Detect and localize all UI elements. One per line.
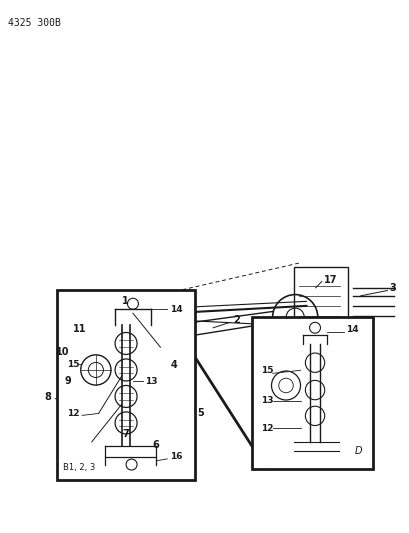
Text: 1: 1 (122, 296, 129, 306)
Text: 16: 16 (170, 453, 182, 462)
Text: 6: 6 (152, 440, 159, 450)
Text: 12: 12 (260, 424, 272, 432)
Bar (252, 317, 372, 469)
Text: 2: 2 (233, 315, 240, 325)
Text: 9: 9 (65, 376, 72, 386)
Text: 14: 14 (346, 325, 358, 334)
Text: D: D (354, 446, 362, 456)
Bar (294, 267, 347, 329)
Text: 15: 15 (67, 360, 79, 369)
Text: 17: 17 (323, 275, 337, 285)
Circle shape (139, 437, 143, 440)
Text: 11: 11 (72, 325, 86, 334)
Text: B1, 2, 3: B1, 2, 3 (63, 463, 95, 472)
Circle shape (154, 419, 158, 423)
Text: 4325 300B: 4325 300B (8, 18, 61, 28)
Text: 13: 13 (260, 396, 272, 405)
Circle shape (131, 437, 135, 440)
Text: 7: 7 (122, 430, 129, 439)
Text: 12: 12 (67, 409, 79, 418)
Text: 4: 4 (170, 360, 176, 370)
Text: 3: 3 (389, 283, 395, 293)
Text: 10: 10 (56, 347, 70, 357)
Text: 5: 5 (196, 408, 203, 418)
Text: 14: 14 (170, 305, 182, 314)
Text: 8: 8 (44, 392, 51, 402)
Text: 13: 13 (145, 377, 157, 386)
Bar (57, 290, 194, 480)
Text: 15: 15 (260, 366, 272, 375)
